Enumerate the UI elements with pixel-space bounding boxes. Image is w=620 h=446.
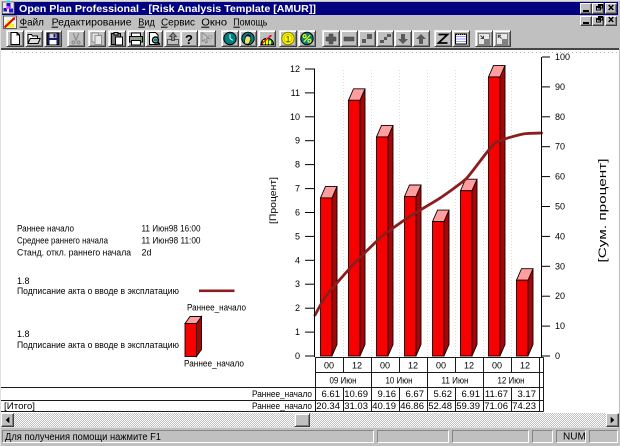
- svg-text:50: 50: [555, 202, 565, 212]
- svg-text:1: 1: [286, 35, 291, 44]
- svg-text:0: 0: [555, 351, 560, 361]
- svg-text:Сервис: Сервис: [161, 18, 195, 29]
- svg-text:60: 60: [555, 172, 565, 182]
- svg-text:31.03: 31.03: [344, 401, 368, 412]
- svg-text:09 Июн: 09 Июн: [330, 376, 357, 386]
- svg-text:52.48: 52.48: [428, 401, 452, 412]
- svg-text:Вид: Вид: [138, 18, 155, 29]
- svg-text:80: 80: [555, 112, 565, 122]
- svg-text:12: 12: [520, 361, 530, 371]
- svg-text:74.23: 74.23: [512, 401, 536, 412]
- svg-text:5: 5: [295, 231, 300, 241]
- svg-text:100: 100: [555, 52, 570, 62]
- svg-text:Раннее_начало: Раннее_начало: [184, 359, 244, 369]
- svg-text:20.34: 20.34: [316, 401, 340, 412]
- svg-text:40: 40: [555, 231, 565, 241]
- svg-text:Среднее раннего начала: Среднее раннего начала: [17, 236, 108, 246]
- svg-text:12: 12: [408, 361, 418, 371]
- svg-text:?: ?: [207, 34, 213, 45]
- svg-text:6.67: 6.67: [406, 389, 425, 400]
- svg-text:00: 00: [324, 361, 334, 371]
- svg-text:12 Июн: 12 Июн: [498, 376, 525, 386]
- svg-text:Станд. откл. раннего начала: Станд. откл. раннего начала: [17, 248, 131, 258]
- svg-text:9: 9: [295, 136, 300, 146]
- svg-text:Для получения помощи нажмите F: Для получения помощи нажмите F1: [5, 432, 161, 443]
- svg-text:00: 00: [492, 361, 502, 371]
- svg-text:2: 2: [295, 303, 300, 313]
- svg-text:12: 12: [464, 361, 474, 371]
- svg-text:40.19: 40.19: [372, 401, 396, 412]
- svg-text:1.8: 1.8: [17, 276, 30, 286]
- svg-text:1.8: 1.8: [17, 329, 30, 339]
- svg-text:Файл: Файл: [20, 18, 44, 29]
- svg-text:71.06: 71.06: [484, 401, 508, 412]
- svg-text:NUM: NUM: [563, 432, 586, 443]
- svg-text:46.86: 46.86: [400, 401, 424, 412]
- svg-text:12: 12: [352, 361, 362, 371]
- svg-text:3.17: 3.17: [518, 389, 537, 400]
- svg-text:3: 3: [295, 279, 300, 289]
- svg-text:Подписание акта о вводе в эксп: Подписание акта о вводе в эксплатацию: [17, 340, 179, 350]
- svg-text:10: 10: [290, 112, 300, 122]
- svg-text:12: 12: [290, 64, 300, 74]
- svg-text:20: 20: [555, 291, 565, 301]
- svg-text:[Процент]: [Процент]: [268, 177, 278, 224]
- svg-text:[Итого]: [Итого]: [4, 401, 35, 411]
- svg-text:Помощь: Помощь: [233, 18, 267, 29]
- svg-text:Раннее_начало: Раннее_начало: [252, 389, 312, 399]
- svg-text:Раннее_начало: Раннее_начало: [187, 303, 246, 313]
- svg-text:2d: 2d: [142, 248, 152, 258]
- svg-text:5.62: 5.62: [434, 389, 453, 400]
- svg-text:Подписание акта о вводе в эксп: Подписание акта о вводе в эксплатацию: [17, 286, 179, 296]
- svg-text:10 Июн: 10 Июн: [386, 376, 413, 386]
- svg-text:10.69: 10.69: [344, 389, 368, 400]
- svg-text:Раннее начало: Раннее начало: [17, 224, 74, 234]
- svg-text:59.39: 59.39: [456, 401, 480, 412]
- svg-text:6: 6: [295, 208, 300, 218]
- svg-text:10: 10: [555, 321, 565, 331]
- svg-text:Редактирование: Редактирование: [52, 18, 132, 29]
- svg-text:Open Plan Professional - [Risk: Open Plan Professional - [Risk Analysis …: [19, 3, 316, 15]
- svg-text:9.16: 9.16: [378, 389, 397, 400]
- svg-text:11 Июн98 11:00: 11 Июн98 11:00: [142, 236, 201, 246]
- svg-text:7: 7: [295, 184, 300, 194]
- svg-text:11 Июн98 16:00: 11 Июн98 16:00: [142, 224, 201, 234]
- svg-text:?: ?: [185, 32, 193, 46]
- svg-text:[Сум. процент]: [Сум. процент]: [597, 159, 609, 263]
- svg-text:00: 00: [380, 361, 390, 371]
- svg-text:Окно: Окно: [201, 18, 227, 29]
- svg-text:11 Июн: 11 Июн: [442, 376, 469, 386]
- svg-text:11.67: 11.67: [485, 389, 508, 400]
- svg-text:8: 8: [295, 160, 300, 170]
- svg-text:6.91: 6.91: [462, 389, 481, 400]
- svg-text:1: 1: [295, 327, 300, 337]
- svg-text:00: 00: [436, 361, 446, 371]
- svg-text:6.61: 6.61: [322, 389, 341, 400]
- svg-text:Раннее_начало: Раннее_начало: [252, 401, 312, 411]
- svg-text:0: 0: [295, 351, 300, 361]
- svg-text:70: 70: [555, 142, 565, 152]
- svg-text:4: 4: [295, 255, 300, 265]
- svg-text:30: 30: [555, 261, 565, 271]
- svg-text:90: 90: [555, 82, 565, 92]
- svg-text:11: 11: [291, 88, 300, 98]
